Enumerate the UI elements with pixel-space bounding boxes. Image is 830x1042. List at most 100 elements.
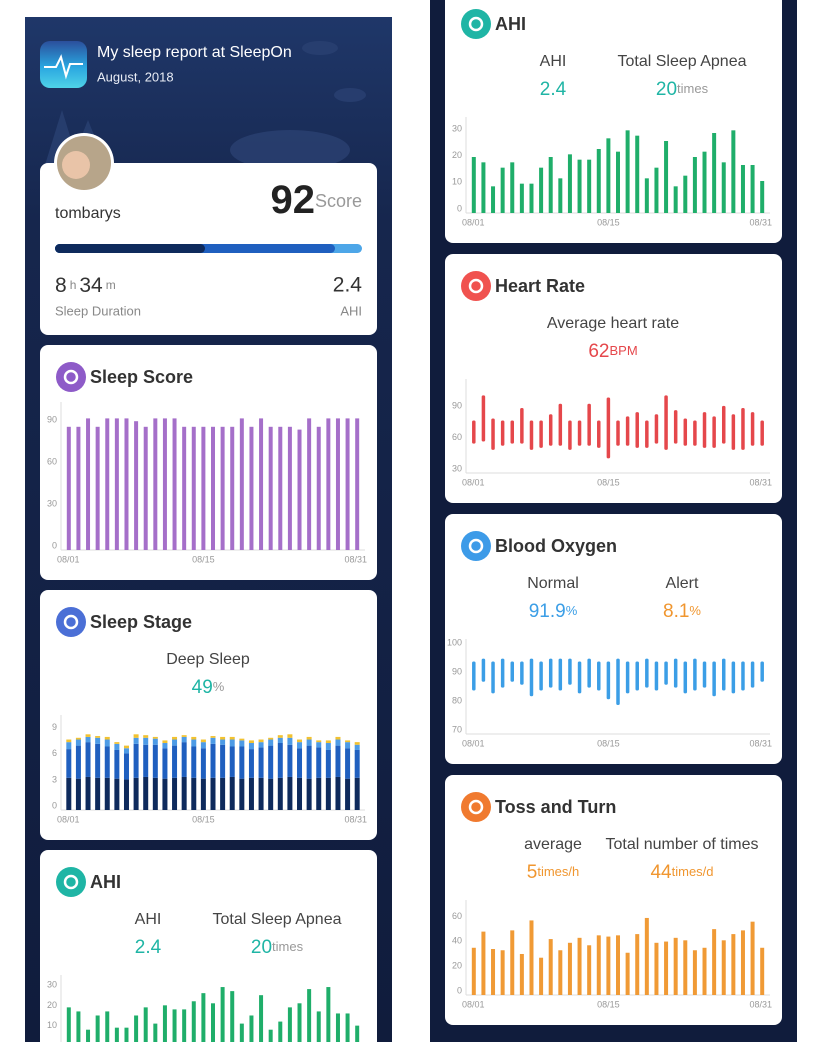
bar-segment xyxy=(277,735,283,738)
bar xyxy=(355,1025,360,1042)
range-bar xyxy=(741,661,745,691)
card-title: Sleep Score xyxy=(90,367,193,387)
card-icon xyxy=(461,792,491,822)
card-icon-glyph xyxy=(63,874,79,890)
bar xyxy=(654,942,659,995)
bar-segment xyxy=(104,739,110,747)
x-tick-label: 08/15 xyxy=(597,738,620,748)
bar xyxy=(616,151,620,213)
range-bar xyxy=(587,658,591,688)
bar-segment xyxy=(248,749,254,778)
metric: 49% xyxy=(192,677,225,698)
card-icon xyxy=(56,362,86,392)
bar xyxy=(268,426,273,550)
bar-segment xyxy=(200,748,206,779)
bar-segment xyxy=(306,745,312,779)
bar-segment xyxy=(75,778,81,810)
bar xyxy=(307,989,312,1042)
range-bar xyxy=(750,412,755,446)
metric-label: AHI xyxy=(135,911,162,928)
bar-segment xyxy=(345,748,351,779)
range-bar xyxy=(568,658,572,685)
report-title: My sleep report at SleepOn xyxy=(97,44,292,61)
bar-segment xyxy=(181,736,187,743)
bar xyxy=(567,942,572,995)
bar xyxy=(721,940,726,995)
metric: 8.1% xyxy=(663,601,701,622)
metric-value: 62 xyxy=(588,341,609,362)
bar-segment xyxy=(220,736,226,740)
bar-segment xyxy=(123,748,129,754)
bar xyxy=(683,175,688,213)
bar xyxy=(481,162,486,213)
bar xyxy=(345,1013,350,1042)
range-bar xyxy=(587,403,591,446)
bar-segment xyxy=(297,742,303,749)
bar-segment xyxy=(152,738,158,745)
sleep-duration: 8 h 34 m xyxy=(55,274,116,297)
bar xyxy=(153,418,158,550)
bar xyxy=(95,426,100,550)
x-tick-label: 08/31 xyxy=(749,999,772,1009)
range-bar xyxy=(539,420,543,448)
bar-segment xyxy=(277,777,283,810)
metric-unit: % xyxy=(566,603,578,618)
y-tick-label: 0 xyxy=(52,1040,57,1042)
bar xyxy=(692,157,697,213)
bar xyxy=(239,418,244,550)
bar-segment xyxy=(248,743,254,750)
bar xyxy=(577,937,582,995)
stage-bar-deep xyxy=(55,244,205,253)
range-bar xyxy=(683,661,688,694)
bar xyxy=(134,421,139,550)
bar xyxy=(335,1013,340,1042)
bar xyxy=(278,1021,283,1042)
bar-segment xyxy=(181,742,187,777)
bar-segment xyxy=(181,735,187,737)
y-tick-label: 10 xyxy=(47,1020,57,1030)
range-bar xyxy=(750,661,755,688)
bar-segment xyxy=(335,739,341,746)
bar xyxy=(211,1003,215,1042)
bar xyxy=(172,418,177,550)
y-tick-label: 6 xyxy=(52,748,57,758)
range-bar xyxy=(606,661,611,700)
range-bar xyxy=(520,407,524,444)
bar xyxy=(644,178,649,213)
bar-segment xyxy=(162,740,168,744)
bar xyxy=(606,138,611,213)
bar xyxy=(654,167,659,213)
range-bar xyxy=(520,661,524,685)
range-bar xyxy=(577,661,582,694)
x-tick-label: 08/01 xyxy=(57,554,80,564)
bar xyxy=(182,1009,187,1042)
card-title: AHI xyxy=(90,872,121,892)
metric-value: 44 xyxy=(650,862,672,883)
hours: 8 xyxy=(55,274,67,297)
range-bar xyxy=(702,661,707,688)
bar xyxy=(211,426,215,550)
bar xyxy=(191,426,196,550)
card-icon xyxy=(461,9,491,39)
range-bar xyxy=(693,420,697,446)
range-bar xyxy=(760,420,764,446)
range-bar xyxy=(616,420,620,446)
range-bar xyxy=(568,420,572,450)
bar-segment xyxy=(248,740,254,744)
bar-segment xyxy=(220,744,226,778)
card-icon-glyph xyxy=(63,614,79,630)
bar xyxy=(220,426,225,550)
range-bar xyxy=(597,420,601,448)
range-bar xyxy=(548,414,553,446)
bar-segment xyxy=(345,740,351,743)
bar-segment xyxy=(123,745,129,749)
bar xyxy=(66,426,71,550)
bar xyxy=(95,1015,100,1042)
bar-segment xyxy=(248,777,254,810)
bar xyxy=(587,945,592,995)
range-bar xyxy=(712,661,716,697)
range-bar xyxy=(597,661,601,691)
bar-segment xyxy=(104,736,110,740)
bar-segment xyxy=(162,778,168,810)
range-bar xyxy=(500,658,505,688)
